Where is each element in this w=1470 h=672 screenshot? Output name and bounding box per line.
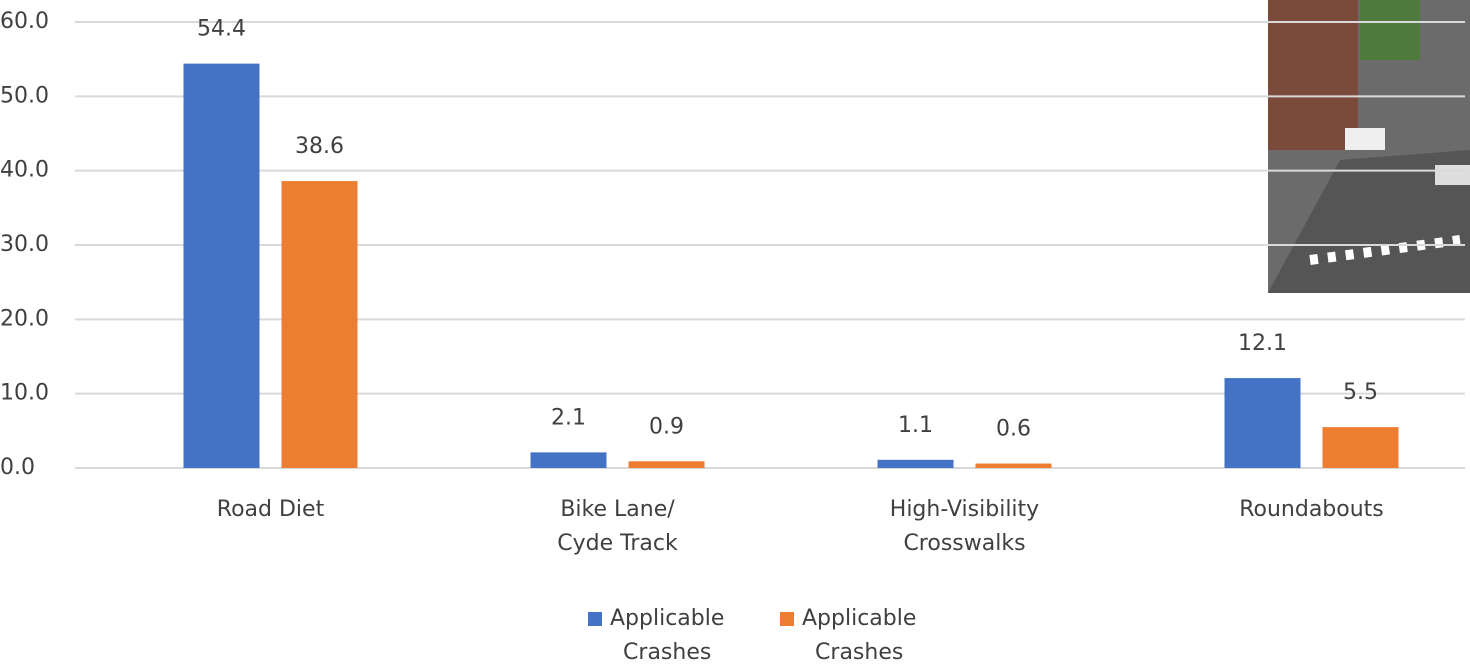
data-label: 5.5 bbox=[1343, 380, 1378, 405]
y-tick-label: 20.0 bbox=[0, 306, 49, 331]
bar bbox=[1322, 427, 1399, 468]
x-tick-label: Bike Lane/ Cyde Track bbox=[557, 497, 678, 556]
data-label: 54.4 bbox=[197, 17, 246, 42]
bar bbox=[975, 463, 1052, 468]
legend-swatch bbox=[588, 612, 602, 626]
legend-label: Applicable Crashes bbox=[802, 606, 917, 665]
y-tick-label: 50.0 bbox=[0, 83, 49, 108]
data-label: 0.9 bbox=[649, 414, 684, 439]
bar bbox=[1224, 378, 1301, 468]
bar bbox=[877, 459, 954, 468]
data-label: 38.6 bbox=[295, 134, 344, 159]
x-tick-label: High-Visibility Crosswalks bbox=[889, 497, 1040, 556]
y-tick-label: 0.0 bbox=[0, 455, 35, 480]
legend-item: Applicable Crashes bbox=[588, 602, 724, 670]
data-label: 1.1 bbox=[898, 413, 933, 438]
photo bbox=[1268, 0, 1470, 293]
y-tick-label: 40.0 bbox=[0, 158, 49, 183]
x-tick-label: Roundabouts bbox=[1239, 497, 1384, 522]
data-label: 0.6 bbox=[996, 417, 1031, 442]
legend-item: Applicable Crashes bbox=[780, 602, 916, 670]
legend-label: Applicable Crashes bbox=[610, 606, 725, 665]
y-tick-label: 30.0 bbox=[0, 232, 49, 257]
bar bbox=[183, 63, 260, 468]
bar bbox=[530, 452, 607, 468]
x-tick-label: Road Diet bbox=[216, 497, 325, 522]
bar bbox=[281, 181, 358, 468]
legend-swatch bbox=[780, 612, 794, 626]
data-label: 12.1 bbox=[1238, 331, 1287, 356]
bar bbox=[628, 461, 705, 468]
y-tick-label: 10.0 bbox=[0, 381, 49, 406]
data-label: 2.1 bbox=[551, 405, 586, 430]
y-tick-label: 60.0 bbox=[0, 9, 49, 34]
